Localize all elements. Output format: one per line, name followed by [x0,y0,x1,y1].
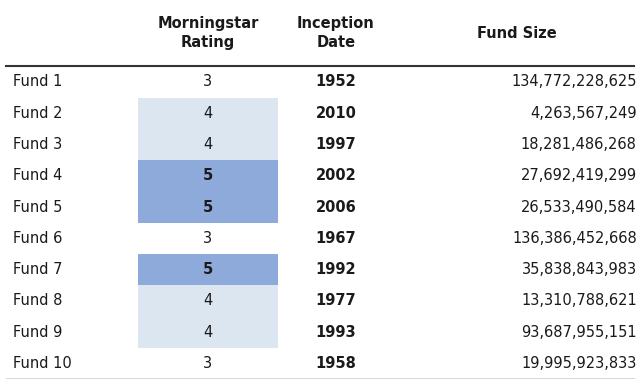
Bar [6,98,138,129]
Bar [278,285,394,316]
Bar [278,254,394,285]
Bar [6,285,138,316]
Text: 2006: 2006 [316,199,356,215]
Text: Fund 3: Fund 3 [13,137,62,152]
Bar [138,316,278,348]
Text: Inception
Date: Inception Date [297,16,375,50]
Text: 4: 4 [204,106,212,121]
Bar [278,129,394,160]
Text: 1952: 1952 [316,74,356,89]
Bar [278,191,394,223]
Bar [394,0,640,66]
Bar [6,160,138,191]
Text: 27,692,419,299: 27,692,419,299 [521,168,637,183]
Text: 1992: 1992 [316,262,356,277]
Text: 26,533,490,584: 26,533,490,584 [521,199,637,215]
Bar [138,254,278,285]
Bar [138,0,278,66]
Text: Morningstar
Rating: Morningstar Rating [157,16,259,50]
Text: Fund 7: Fund 7 [13,262,62,277]
Text: 5: 5 [203,199,213,215]
Bar [394,129,640,160]
Bar [394,160,640,191]
Bar [138,160,278,191]
Text: Fund 9: Fund 9 [13,324,62,340]
Text: 4: 4 [204,137,212,152]
Bar [138,348,278,379]
Bar [394,316,640,348]
Bar [278,223,394,254]
Text: 1958: 1958 [316,356,356,371]
Bar [6,316,138,348]
Bar [6,0,138,66]
Text: Fund 8: Fund 8 [13,293,62,309]
Bar [6,348,138,379]
Text: 35,838,843,983: 35,838,843,983 [522,262,637,277]
Text: Fund Size: Fund Size [477,26,557,41]
Text: Fund 1: Fund 1 [13,74,62,89]
Bar [138,223,278,254]
Bar [138,98,278,129]
Bar [138,285,278,316]
Bar [394,254,640,285]
Text: 19,995,923,833: 19,995,923,833 [522,356,637,371]
Bar [6,223,138,254]
Text: Fund 2: Fund 2 [13,106,62,121]
Bar [278,160,394,191]
Text: 2002: 2002 [316,168,356,183]
Bar [394,348,640,379]
Text: 4,263,567,249: 4,263,567,249 [530,106,637,121]
Bar [394,285,640,316]
Text: 3: 3 [204,356,212,371]
Bar [6,129,138,160]
Text: 5: 5 [203,168,213,183]
Bar [394,191,640,223]
Bar [394,66,640,98]
Text: 1977: 1977 [316,293,356,309]
Bar [6,66,138,98]
Text: Fund 5: Fund 5 [13,199,62,215]
Bar [6,254,138,285]
Text: 5: 5 [203,262,213,277]
Text: 3: 3 [204,74,212,89]
Text: 2010: 2010 [316,106,356,121]
Text: Fund 6: Fund 6 [13,231,62,246]
Bar [394,223,640,254]
Text: 136,386,452,668: 136,386,452,668 [512,231,637,246]
Text: 13,310,788,621: 13,310,788,621 [521,293,637,309]
Text: 93,687,955,151: 93,687,955,151 [521,324,637,340]
Bar [394,98,640,129]
Text: 1997: 1997 [316,137,356,152]
Bar [278,316,394,348]
Text: Fund 10: Fund 10 [13,356,72,371]
Text: 4: 4 [204,293,212,309]
Bar [278,98,394,129]
Text: 1967: 1967 [316,231,356,246]
Text: 3: 3 [204,231,212,246]
Bar [138,191,278,223]
Bar [138,66,278,98]
Text: 134,772,228,625: 134,772,228,625 [511,74,637,89]
Text: 1993: 1993 [316,324,356,340]
Bar [6,191,138,223]
Text: 4: 4 [204,324,212,340]
Text: 18,281,486,268: 18,281,486,268 [521,137,637,152]
Bar [278,0,394,66]
Bar [138,129,278,160]
Bar [278,348,394,379]
Text: Fund 4: Fund 4 [13,168,62,183]
Bar [278,66,394,98]
